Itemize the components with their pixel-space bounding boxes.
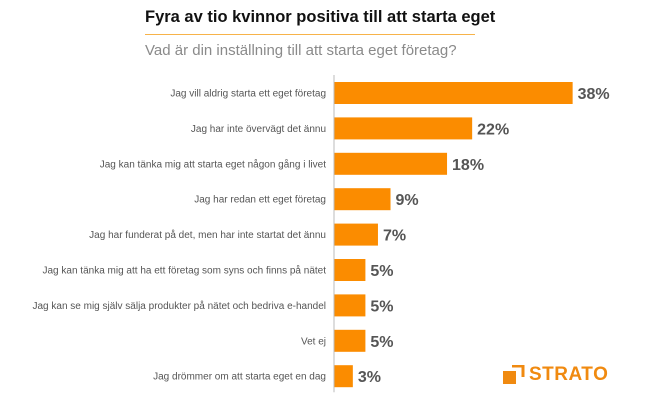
category-label: Jag vill aldrig starta ett eget företag: [170, 89, 326, 100]
bar: [334, 329, 366, 352]
value-label: 5%: [370, 263, 393, 280]
chart-subtitle: Vad är din inställning till att starta e…: [145, 42, 457, 59]
value-label: 5%: [370, 334, 393, 351]
value-label: 3%: [358, 369, 381, 386]
value-label: 7%: [383, 228, 406, 245]
bar: [334, 294, 366, 317]
bar: [334, 117, 473, 140]
category-label: Jag har inte övervägt det ännu: [191, 124, 326, 135]
bar: [334, 82, 573, 104]
value-label: 22%: [477, 121, 509, 138]
bar: [334, 223, 378, 246]
value-label: 5%: [370, 298, 393, 315]
chart-title: Fyra av tio kvinnor positiva till att st…: [145, 8, 496, 26]
category-label: Jag kan tänka mig att ha ett företag som…: [43, 265, 327, 277]
category-label: Jag har redan ett eget företag: [194, 195, 326, 206]
category-label: Jag kan tänka mig att starta eget någon …: [100, 158, 326, 170]
bar: [334, 152, 448, 175]
bar: [334, 259, 366, 281]
category-label: Vet ej: [301, 336, 326, 347]
category-label: Jag kan se mig själv sälja produkter på …: [32, 300, 326, 312]
strato-logo-icon: [503, 365, 525, 384]
strato-logo: STRATO: [503, 364, 608, 386]
bar: [334, 188, 391, 211]
bar: [334, 365, 353, 388]
category-label: Jag har funderat på det, men har inte st…: [89, 229, 326, 241]
value-label: 38%: [578, 86, 610, 103]
strato-logo-text: STRATO: [529, 364, 609, 385]
category-label: Jag drömmer om att starta eget en dag: [153, 372, 326, 383]
value-label: 9%: [396, 192, 419, 209]
title-underline: [145, 34, 475, 35]
value-label: 18%: [452, 157, 484, 174]
